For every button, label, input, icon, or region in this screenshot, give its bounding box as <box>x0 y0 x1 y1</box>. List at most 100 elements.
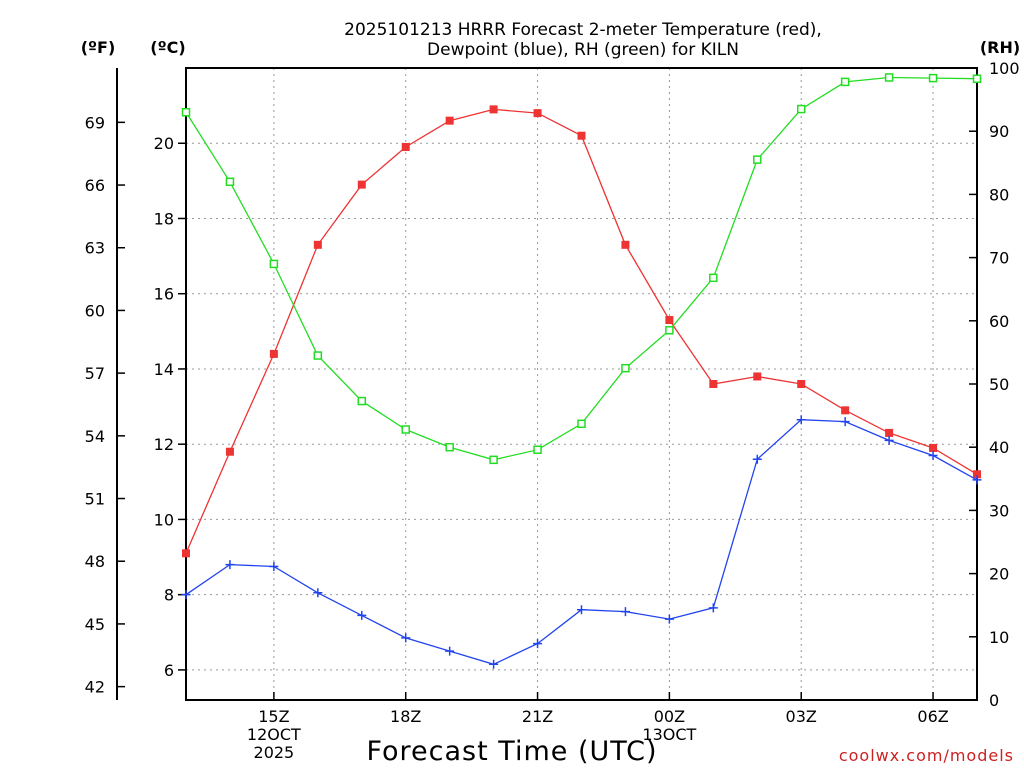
rh-tick-label: 90 <box>989 122 1009 141</box>
temperature-point <box>709 380 718 388</box>
dewpoint-point <box>269 561 279 571</box>
x-tick-label: 15Z <box>258 707 289 726</box>
grid-lines <box>186 68 977 700</box>
celsius-tick-label: 6 <box>164 661 174 680</box>
temperature-point <box>445 116 454 125</box>
celsius-tick-label: 14 <box>154 360 174 379</box>
dewpoint-point <box>313 588 323 598</box>
x-tick-label: 2025 <box>254 743 295 762</box>
rh-tick-label: 80 <box>989 185 1009 204</box>
rh-axis: 0 10 20 30 40 50 60 70 80 90 100 <box>969 59 1020 710</box>
temperature-point <box>313 240 322 249</box>
temperature-point <box>401 143 410 151</box>
fahrenheit-axis: 42 45 48 51 54 57 60 63 66 69 <box>85 113 125 697</box>
rh-point <box>840 77 850 87</box>
dewpoint-point <box>708 603 718 613</box>
dewpoint-point <box>401 633 411 643</box>
celsius-tick-label: 8 <box>164 586 174 605</box>
rh-point <box>225 177 235 187</box>
dewpoint-point <box>620 607 630 617</box>
temperature-point <box>533 109 542 118</box>
celsius-tick-label: 18 <box>154 209 174 228</box>
rh-point <box>972 74 982 83</box>
dewpoint-point <box>752 454 762 464</box>
rh-point <box>401 425 410 434</box>
fahrenheit-tick-label: 45 <box>85 615 105 634</box>
fahrenheit-tick-label: 57 <box>85 364 105 383</box>
rh-point <box>533 445 542 454</box>
rh-point <box>577 419 586 429</box>
rh-point <box>928 73 938 83</box>
celsius-tick-label: 10 <box>154 510 174 529</box>
dewpoint-line <box>185 419 978 665</box>
x-tick-label: 03Z <box>786 707 817 726</box>
fahrenheit-tick-label: 54 <box>85 427 105 446</box>
rh-tick-label: 10 <box>989 628 1009 647</box>
dewpoint-point <box>840 417 850 427</box>
temperature-point <box>269 349 278 358</box>
dewpoint-point <box>928 450 938 460</box>
rh-tick-label: 60 <box>989 312 1009 331</box>
fahrenheit-unit-label: (ºF) <box>81 38 116 57</box>
rh-unit-label: (RH) <box>980 38 1020 57</box>
fahrenheit-tick-label: 51 <box>85 490 105 509</box>
rh-tick-label: 40 <box>989 438 1009 457</box>
x-tick-label: 00Z <box>654 707 685 726</box>
x-tick-label: 21Z <box>522 707 553 726</box>
dewpoint-point <box>972 475 982 485</box>
series-layer <box>181 73 982 669</box>
temperature-point <box>797 380 806 388</box>
rh-point <box>884 73 894 82</box>
temperature-point <box>973 470 981 479</box>
temperature-point <box>621 240 630 249</box>
temperature-point <box>182 549 190 558</box>
rh-point <box>621 363 630 373</box>
rh-point <box>665 326 674 335</box>
dewpoint-point <box>357 610 367 620</box>
rh-point <box>357 396 367 406</box>
chart-title-line-1: 2025101213 HRRR Forecast 2-meter Tempera… <box>344 20 822 40</box>
fahrenheit-tick-label: 60 <box>85 301 105 320</box>
celsius-tick-label: 20 <box>154 134 174 153</box>
temperature-point <box>489 105 498 114</box>
fahrenheit-tick-label: 63 <box>85 239 105 258</box>
x-tick-label: 18Z <box>390 707 421 726</box>
plot-frame <box>185 67 978 701</box>
celsius-tick-label: 12 <box>154 435 174 454</box>
dewpoint-point <box>796 415 806 425</box>
rh-tick-label: 50 <box>989 375 1009 394</box>
credit-label: coolwx.com/models <box>839 746 1014 765</box>
celsius-unit-label: (ºC) <box>150 38 185 57</box>
celsius-tick-label: 16 <box>154 285 174 304</box>
temperature-point <box>577 131 586 140</box>
temperature-point <box>753 372 762 381</box>
temperature-point <box>357 180 366 189</box>
temperature-point <box>665 316 674 325</box>
rh-point <box>796 104 806 114</box>
dewpoint-point <box>577 605 586 615</box>
fahrenheit-tick-label: 69 <box>85 113 105 132</box>
rh-tick-label: 100 <box>989 59 1020 78</box>
dewpoint-point <box>884 435 894 445</box>
x-tick-label: 12OCT <box>247 725 301 744</box>
rh-tick-label: 70 <box>989 249 1009 268</box>
rh-tick-label: 0 <box>989 691 999 710</box>
dewpoint-point <box>181 590 191 600</box>
rh-tick-label: 30 <box>989 501 1009 520</box>
x-tick-label: 13OCT <box>642 725 696 744</box>
x-axis-title: Forecast Time (UTC) <box>366 736 657 767</box>
chart-title-line-2: Dewpoint (blue), RH (green) for KILN <box>427 40 739 60</box>
fahrenheit-tick-label: 48 <box>85 552 105 571</box>
rh-point <box>753 155 762 164</box>
rh-point <box>313 351 323 360</box>
dewpoint-point <box>664 614 674 624</box>
temperature-line <box>185 108 978 554</box>
dewpoint-point <box>445 646 455 656</box>
temperature-point <box>929 443 938 452</box>
rh-point <box>181 107 191 117</box>
rh-point <box>709 273 718 283</box>
x-tick-label: 06Z <box>917 707 948 726</box>
temperature-point <box>225 447 234 456</box>
rh-point <box>445 442 454 452</box>
